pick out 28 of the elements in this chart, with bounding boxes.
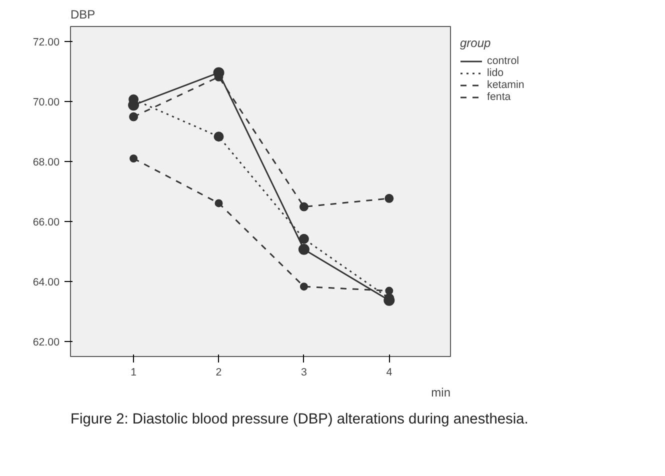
point bbox=[300, 282, 308, 291]
y-tick-label: 70.00 bbox=[32, 96, 60, 108]
y-tick-label: 64.00 bbox=[32, 276, 60, 288]
legend-label: lido bbox=[487, 67, 505, 79]
legend-label: ketamin bbox=[487, 79, 524, 91]
point bbox=[129, 112, 138, 122]
x-axis-title: min bbox=[431, 386, 451, 400]
y-tick-label: 68.00 bbox=[32, 156, 60, 168]
x-tick-label: 3 bbox=[300, 366, 307, 378]
point bbox=[385, 286, 394, 295]
legend-title: group bbox=[460, 36, 492, 50]
x-tick-label: 4 bbox=[386, 366, 392, 378]
legend-label: fenta bbox=[487, 91, 511, 103]
point bbox=[214, 199, 223, 208]
point bbox=[214, 132, 224, 142]
y-axis-title: DBP bbox=[70, 8, 96, 22]
x-tick-label: 1 bbox=[130, 366, 137, 378]
caption: Figure 2: Diastolic blood pressure (DBP) alterations during anesthesia. bbox=[70, 412, 528, 428]
point bbox=[298, 234, 309, 244]
point bbox=[384, 194, 394, 203]
x-tick-label: 2 bbox=[216, 366, 222, 378]
y-tick-label: 66.00 bbox=[32, 216, 60, 228]
y-tick-label: 72.00 bbox=[32, 36, 60, 48]
y-tick-label: 62.00 bbox=[32, 336, 60, 348]
point bbox=[298, 244, 310, 255]
point bbox=[130, 154, 138, 162]
point bbox=[299, 202, 308, 212]
legend-label: control bbox=[487, 55, 519, 67]
